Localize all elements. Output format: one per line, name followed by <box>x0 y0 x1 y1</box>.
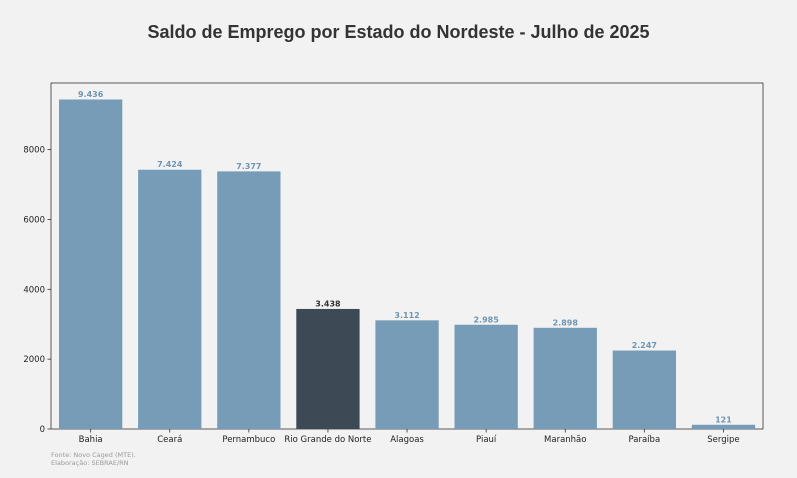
x-tick-label-7: Paraíba <box>629 435 661 445</box>
x-axis: Bahia Ceará Pernambuco Rio Grande do Norte A… <box>79 429 740 445</box>
x-tick-label-8: Sergipe <box>707 435 739 445</box>
x-tick-label-1: Ceará <box>157 435 182 445</box>
y-tick-label-2: 4000 <box>23 285 45 295</box>
y-tick-label-1: 2000 <box>23 355 45 365</box>
value-label-3: 3.438 <box>315 299 341 308</box>
y-tick-label-4: 8000 <box>23 146 45 156</box>
value-label-8: 121 <box>715 415 732 424</box>
value-label-0: 9.436 <box>78 90 104 99</box>
chart-title: Saldo de Emprego por Estado do Nordeste … <box>147 22 650 42</box>
bar-8 <box>691 424 756 429</box>
value-label-1: 7.424 <box>157 160 183 169</box>
bar-6 <box>533 327 597 429</box>
bar-3 <box>296 308 360 429</box>
y-tick-label-3: 6000 <box>23 215 45 225</box>
value-labels-layer: 9.436 7.424 7.377 3.438 3.112 2.985 2.898 2.247… <box>78 90 732 424</box>
value-label-2: 7.377 <box>236 162 261 171</box>
source-note: Fonte: Novo Caged (MTE). <box>51 451 136 459</box>
value-label-7: 2.247 <box>632 341 657 350</box>
x-tick-label-4: Alagoas <box>390 435 424 445</box>
chart-footer: Fonte: Novo Caged (MTE). Elaboração: SEB… <box>51 451 136 467</box>
bar-7 <box>612 350 676 429</box>
x-tick-label-2: Pernambuco <box>222 435 275 445</box>
bar-1 <box>138 169 202 429</box>
value-label-4: 3.112 <box>394 311 419 320</box>
bar-4 <box>375 320 439 429</box>
value-label-6: 2.898 <box>553 318 579 327</box>
x-tick-label-5: Piauí <box>476 435 497 445</box>
bar-0 <box>59 99 123 429</box>
credit-note: Elaboração: SEBRAE/RN <box>51 459 129 467</box>
bars-layer <box>59 99 756 429</box>
x-tick-label-0: Bahia <box>79 435 103 445</box>
y-tick-label-0: 0 <box>40 425 45 435</box>
x-tick-label-3: Rio Grande do Norte <box>284 435 371 445</box>
bar-5 <box>454 324 518 429</box>
value-label-5: 2.985 <box>473 315 499 324</box>
bar-2 <box>217 171 281 429</box>
y-axis: 0 2000 4000 6000 8000 <box>23 146 51 435</box>
x-tick-label-6: Maranhão <box>544 435 586 445</box>
